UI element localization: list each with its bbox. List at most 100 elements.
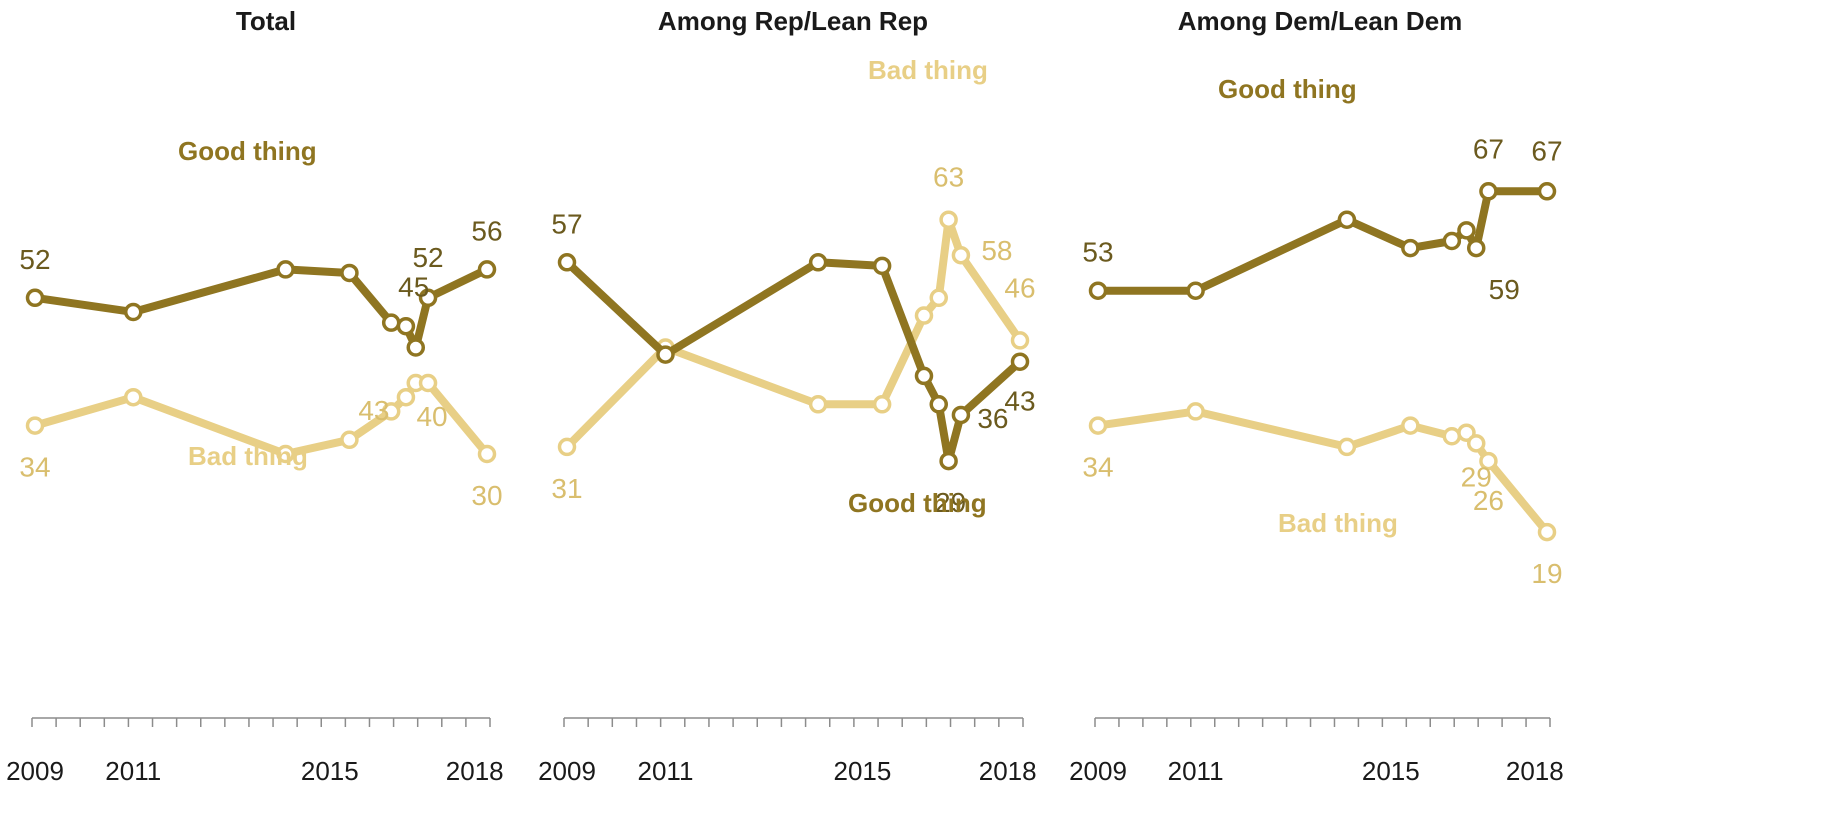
data-label: 63 [933,162,964,193]
data-point [1186,402,1205,421]
data-point [406,338,426,357]
data-label: 26 [1473,485,1504,516]
x-tick-label: 2015 [301,756,359,786]
data-point [914,306,934,325]
data-label: 57 [551,208,582,239]
data-point [1466,434,1486,453]
x-tick-label: 2018 [1506,756,1564,786]
data-point [396,316,416,336]
data-point [929,288,949,308]
data-label: 67 [1473,133,1504,164]
data-label: 30 [471,480,502,511]
data-point [929,395,949,414]
data-point [1537,522,1557,542]
x-tick-label: 2009 [538,756,596,786]
data-point [1537,182,1557,201]
x-tick-label: 2009 [1069,756,1127,786]
data-point [914,366,934,386]
data-label: 53 [1082,237,1113,268]
data-point [1442,427,1462,446]
data-label: 36 [977,403,1008,434]
data-label: 43 [1004,386,1035,417]
data-point [1010,352,1030,371]
series-bad-thing: 34 43 40 30 Bad thing [19,373,503,511]
data-point [1401,238,1420,258]
data-label: 58 [981,235,1012,266]
data-point [1442,231,1462,251]
series-name-label: Bad thing [188,441,308,471]
data-point [939,451,958,471]
data-point [381,313,401,332]
data-point [477,260,497,279]
data-point [396,387,416,407]
data-label: 29 [935,487,966,518]
data-label: 67 [1531,135,1562,166]
chart-panel-2: Among Rep/Lean Rep 2009 2011 2015 2018 31 63 58… [538,6,1037,786]
series-name-label: Bad thing [868,55,988,85]
series-name-label: Good thing [848,488,987,518]
data-point [872,395,892,414]
data-point [1186,281,1205,300]
panel-title: Total [236,6,296,36]
data-point [951,245,971,265]
series-line [564,258,1023,466]
data-point [1088,416,1108,435]
data-label: 43 [358,395,389,426]
data-point [477,444,497,464]
data-point [25,288,45,308]
data-label: 45 [398,272,429,303]
data-point [1466,238,1486,258]
data-point [951,405,971,425]
data-point [418,288,438,308]
x-tick-label: 2009 [6,756,64,786]
chart-panel-3: Among Dem/Lean Dem 2009 2011 2015 2018 34 2926… [1069,6,1564,786]
data-point [381,402,401,421]
data-label: 52 [19,244,50,275]
data-point [939,210,958,229]
x-tick-label: 2015 [834,756,892,786]
data-point [276,260,295,279]
data-point [1457,221,1476,240]
x-tick-label: 2011 [105,756,161,786]
series-name-label: Bad thing [1278,508,1398,538]
x-tick-label: 2018 [446,756,504,786]
data-point [340,263,359,283]
data-point [1337,437,1357,457]
data-point [1401,416,1420,435]
data-label: 46 [1004,272,1035,303]
data-point [418,373,438,393]
data-point [124,302,143,322]
data-label: 31 [551,473,582,504]
data-point [276,444,295,464]
x-tick-label: 2011 [638,756,694,786]
data-point [557,253,577,272]
data-point [1479,182,1498,201]
data-point [1088,281,1108,300]
data-point [340,430,359,450]
data-point [872,256,892,276]
data-label: 59 [1489,274,1520,305]
x-tick-label: 2011 [1168,756,1224,786]
data-point [1337,210,1357,229]
series-good-thing: 53 59 67 67 Good thing [1082,74,1562,305]
data-point [808,253,828,272]
data-label: 34 [19,452,50,483]
data-point [124,387,143,407]
data-label: 29 [1461,461,1492,492]
data-label: 40 [416,401,447,432]
data-label: 52 [412,242,443,273]
data-label: 34 [1082,452,1113,483]
panel-title: Among Rep/Lean Rep [658,6,928,36]
x-tick-label: 2018 [979,756,1037,786]
x-tick-label: 2015 [1362,756,1420,786]
data-point [1010,331,1030,350]
panel-title: Among Dem/Lean Dem [1178,6,1463,36]
data-label: 56 [471,215,502,246]
data-point [656,345,675,364]
data-label: 19 [1531,558,1562,589]
chart-panel-1: Total 2009 2011 2015 2018 34 43 40 30 Bad thing 52… [6,6,504,786]
